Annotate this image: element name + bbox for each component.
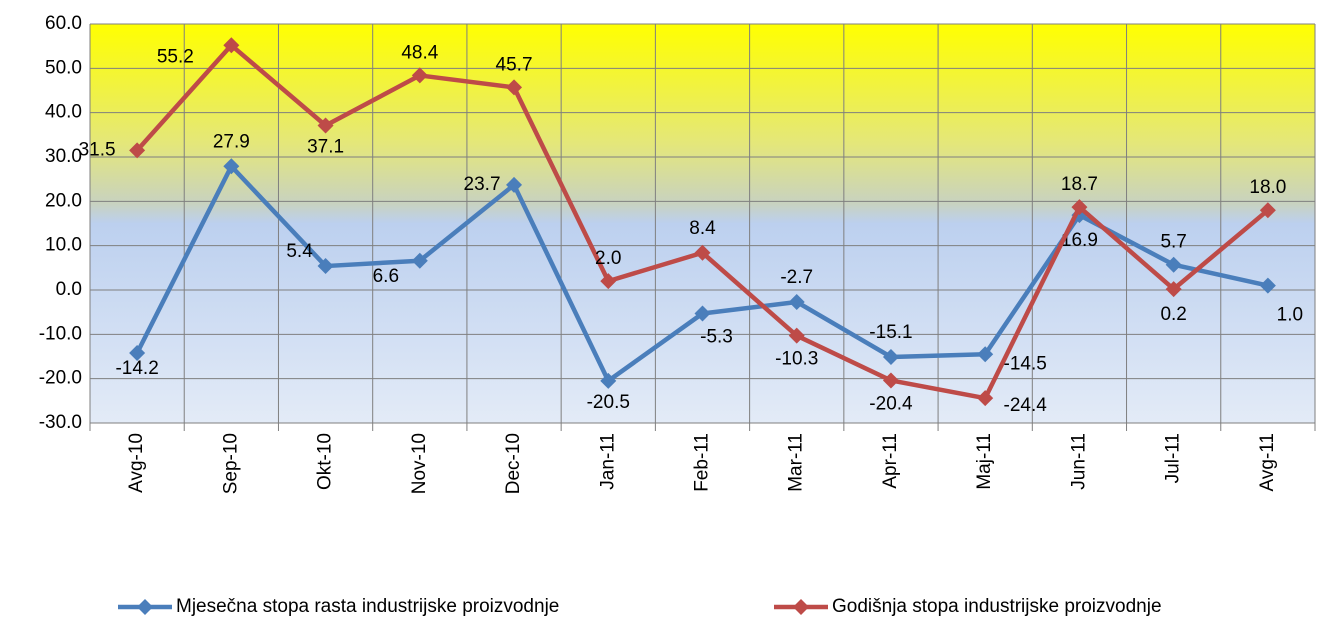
marker bbox=[1071, 199, 1088, 216]
data-label: -15.1 bbox=[869, 322, 912, 343]
data-label: 48.4 bbox=[401, 42, 438, 63]
data-label: -24.4 bbox=[1004, 395, 1048, 416]
y-tick-label: 20.0 bbox=[45, 190, 82, 211]
y-tick-label: 50.0 bbox=[45, 57, 82, 78]
data-label: -14.5 bbox=[1004, 353, 1047, 374]
marker bbox=[600, 273, 617, 290]
data-label: 18.7 bbox=[1061, 174, 1098, 195]
data-label: -10.3 bbox=[775, 349, 818, 370]
marker bbox=[317, 117, 334, 134]
data-label: 0.2 bbox=[1160, 304, 1186, 325]
marker bbox=[317, 258, 334, 275]
marker bbox=[788, 327, 805, 344]
data-label: -20.4 bbox=[869, 393, 913, 414]
marker bbox=[1259, 277, 1276, 294]
data-label: 6.6 bbox=[373, 266, 399, 287]
x-tick-label: Jun-11 bbox=[1068, 433, 1089, 490]
legend-label: Mjesečna stopa rasta industrijske proizv… bbox=[176, 596, 559, 617]
legend-marker bbox=[137, 599, 153, 615]
data-label: 31.5 bbox=[79, 139, 116, 160]
marker bbox=[506, 176, 523, 193]
y-tick-label: 0.0 bbox=[56, 279, 82, 300]
x-tick-label: Avg-10 bbox=[126, 433, 147, 493]
y-tick-label: 10.0 bbox=[45, 235, 82, 256]
data-label: -20.5 bbox=[587, 392, 630, 413]
data-label: 16.9 bbox=[1061, 230, 1098, 251]
data-label: 37.1 bbox=[307, 137, 344, 158]
y-tick-label: 60.0 bbox=[45, 13, 82, 34]
marker bbox=[1259, 202, 1276, 219]
marker bbox=[977, 346, 994, 363]
y-tick-label: 40.0 bbox=[45, 102, 82, 123]
marker bbox=[882, 372, 899, 389]
x-tick-label: Nov-10 bbox=[409, 433, 430, 494]
data-label: 2.0 bbox=[595, 248, 621, 269]
x-tick-label: Mar-11 bbox=[786, 433, 807, 492]
marker bbox=[694, 305, 711, 322]
data-label: 5.7 bbox=[1160, 232, 1186, 253]
x-tick-label: Okt-10 bbox=[315, 433, 336, 490]
y-tick-label: -30.0 bbox=[39, 412, 82, 433]
plot-area bbox=[90, 24, 1315, 423]
marker bbox=[129, 344, 146, 361]
x-tick-label: Maj-11 bbox=[974, 433, 995, 490]
x-tick-label: Apr-11 bbox=[880, 433, 901, 489]
marker bbox=[506, 79, 523, 96]
data-label: 5.4 bbox=[286, 241, 313, 262]
marker bbox=[600, 372, 617, 389]
marker bbox=[129, 142, 146, 159]
data-label: 8.4 bbox=[689, 218, 716, 239]
x-tick-label: Jan-11 bbox=[597, 433, 618, 490]
marker bbox=[977, 390, 994, 407]
x-tick-label: Avg-11 bbox=[1257, 433, 1278, 491]
data-label: 55.2 bbox=[157, 46, 194, 67]
x-tick-label: Feb-11 bbox=[692, 433, 713, 492]
data-label: 45.7 bbox=[496, 54, 533, 75]
marker bbox=[788, 293, 805, 310]
x-tick-label: Dec-10 bbox=[503, 433, 524, 494]
marker bbox=[882, 348, 899, 365]
marker bbox=[411, 252, 428, 269]
data-label: 27.9 bbox=[213, 131, 250, 152]
legend-label: Godišnja stopa industrijske proizvodnje bbox=[832, 596, 1162, 617]
marker bbox=[1165, 256, 1182, 273]
y-tick-label: 30.0 bbox=[45, 146, 82, 167]
data-label: -5.3 bbox=[700, 327, 733, 348]
marker bbox=[411, 67, 428, 84]
x-tick-label: Sep-10 bbox=[220, 433, 241, 494]
data-label: 23.7 bbox=[464, 174, 501, 195]
marker bbox=[223, 158, 240, 175]
legend-marker bbox=[793, 599, 809, 615]
marker bbox=[1165, 281, 1182, 298]
data-label: 1.0 bbox=[1277, 305, 1303, 326]
y-tick-label: -10.0 bbox=[39, 323, 82, 344]
x-tick-label: Jul-11 bbox=[1163, 433, 1184, 483]
y-tick-label: -20.0 bbox=[39, 368, 82, 389]
data-label: -14.2 bbox=[115, 358, 158, 379]
data-label: 18.0 bbox=[1249, 177, 1286, 198]
marker bbox=[694, 244, 711, 261]
data-label: -2.7 bbox=[780, 267, 813, 288]
marker bbox=[223, 37, 240, 54]
